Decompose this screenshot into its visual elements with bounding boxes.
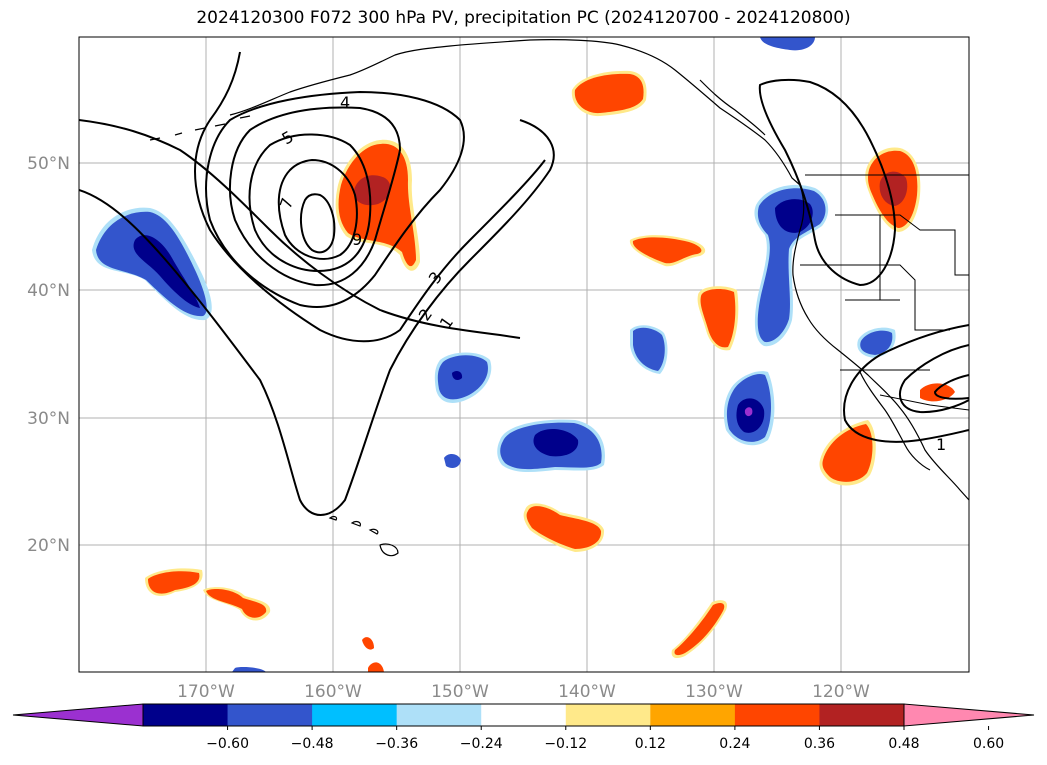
colorbar-bins <box>143 704 905 726</box>
lat-label: 30°N <box>27 409 70 429</box>
lon-label: 130°W <box>685 682 743 702</box>
positive-anomaly-region <box>338 143 416 267</box>
lon-label: 150°W <box>431 682 489 702</box>
alaska-coast <box>229 39 801 186</box>
negative-anomaly-region <box>437 355 488 400</box>
negative-anomaly-region <box>860 330 893 355</box>
colorbar-bin <box>481 704 567 726</box>
colorbar-bin <box>650 704 736 726</box>
pv-contour-3 <box>205 90 465 308</box>
gridlines <box>79 37 969 672</box>
pv-contour-east-1 <box>758 78 897 287</box>
positive-anomaly-region <box>526 506 602 549</box>
colorbar-bin <box>819 704 905 726</box>
colorbar-tick-label: −0.12 <box>544 736 587 752</box>
pv-contour-east-2 <box>843 324 969 443</box>
colorbar-tick-label: −0.36 <box>375 736 418 752</box>
bc-coast <box>699 79 766 136</box>
negative-anomaly-region <box>760 37 815 51</box>
negative-anomaly-core <box>533 428 579 457</box>
colorbar-tick-label: 0.12 <box>635 736 666 752</box>
precip-shading <box>92 37 955 672</box>
lon-label: 160°W <box>304 682 362 702</box>
negative-anomaly-region <box>232 667 266 672</box>
positive-anomaly-region <box>368 662 384 672</box>
colorbar-bin <box>734 704 820 726</box>
negative-anomaly-region <box>757 188 826 343</box>
colorbar-tick-label: −0.24 <box>460 736 503 752</box>
pv-contour-east-3 <box>899 344 969 414</box>
pv-contour-5 <box>248 133 372 272</box>
positive-anomaly-region <box>148 571 200 594</box>
lat-labels: 50°N 40°N 30°N 20°N <box>27 154 70 556</box>
colorbar-tick-label: 0.48 <box>888 736 919 752</box>
negative-anomaly-core <box>736 398 765 433</box>
negative-anomaly-region <box>633 327 665 371</box>
colorbar-bin <box>312 704 398 726</box>
positive-anomaly-region <box>920 383 955 402</box>
negative-anomaly-core <box>452 370 463 381</box>
positive-anomaly-region <box>574 73 644 114</box>
pv-contours <box>79 51 969 516</box>
under-anomaly <box>744 407 753 417</box>
baja-coast <box>859 371 931 471</box>
pv-contour-4 <box>229 106 402 287</box>
colorbar-tick-label: 0.24 <box>719 736 750 752</box>
contour-label: 5 <box>279 127 297 149</box>
contour-label: 1 <box>936 435 946 454</box>
colorbar-tick-label: −0.48 <box>291 736 334 752</box>
lon-label: 140°W <box>558 682 616 702</box>
aleutians <box>149 115 251 141</box>
colorbar-tick-label: 0.60 <box>973 736 1004 752</box>
colorbar-tick-label: 0.36 <box>804 736 835 752</box>
pv-contour-1 <box>79 119 521 339</box>
us-mexico-border <box>879 394 969 411</box>
lon-label: 120°W <box>812 682 870 702</box>
colorbar-under-triangle <box>12 703 144 727</box>
colorbar-bin <box>565 704 651 726</box>
negative-anomaly-region <box>444 454 461 468</box>
positive-anomaly-core <box>353 175 391 206</box>
colorbar-frame <box>142 703 905 727</box>
map-area: 1 2 3 4 5 7 9 1 <box>79 37 969 672</box>
na-coast <box>792 184 969 501</box>
positive-anomaly-region <box>632 237 702 264</box>
pv-contour-east-4 <box>933 374 969 400</box>
pv-contour-1 <box>79 119 555 516</box>
positive-anomaly-region <box>674 603 725 656</box>
colorbar-bin <box>396 704 482 726</box>
pv-contour-9 <box>299 193 336 254</box>
negative-anomaly-core <box>133 235 200 308</box>
lat-label: 20°N <box>27 536 70 556</box>
positive-anomaly-region <box>822 424 873 482</box>
contour-label: 9 <box>352 230 362 249</box>
map-frame <box>78 36 970 673</box>
hawaii-islands <box>328 515 399 557</box>
pv-contour-2 <box>194 51 546 343</box>
lon-labels: 170°W 160°W 150°W 140°W 130°W 120°W <box>177 682 870 702</box>
borders <box>800 174 969 411</box>
state-borders <box>800 214 969 371</box>
contour-label: 4 <box>340 93 350 112</box>
lat-label: 40°N <box>27 281 70 301</box>
positive-anomaly-region <box>362 637 374 650</box>
lat-label: 50°N <box>27 154 70 174</box>
colorbar-tick-label: −0.60 <box>206 736 249 752</box>
colorbar: −0.60 −0.48 −0.36 −0.24 −0.12 0.12 0.24 0.36 0.4… <box>12 703 1035 752</box>
colorbar-bin <box>227 704 313 726</box>
map-title: 2024120300 F072 300 hPa PV, precipitatio… <box>196 8 851 28</box>
positive-anomaly-region <box>206 589 267 618</box>
colorbar-ticks: −0.60 −0.48 −0.36 −0.24 −0.12 0.12 0.24 0.36 0.4… <box>206 726 1004 752</box>
lon-label: 170°W <box>177 682 235 702</box>
colorbar-bin <box>143 704 229 726</box>
positive-anomaly-region <box>700 288 736 348</box>
colorbar-over-triangle <box>903 703 1035 727</box>
pv-contour-7 <box>277 158 358 260</box>
